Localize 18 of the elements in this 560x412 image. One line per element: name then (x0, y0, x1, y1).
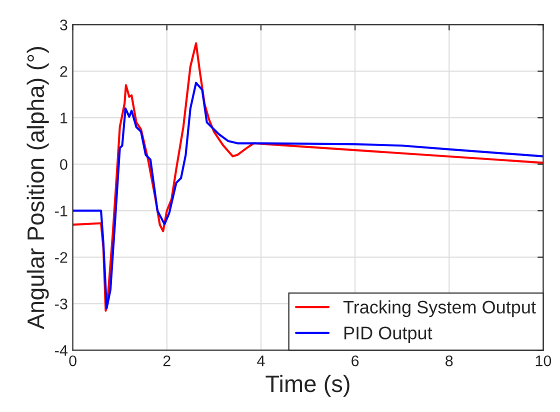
x-tick-label: 8 (446, 355, 453, 366)
y-tick-label: 3 (60, 20, 68, 30)
y-tick-label: -3 (55, 298, 68, 310)
y-axis-title: Angular Position (alpha) (°) (26, 47, 49, 330)
y-tick-label: 2 (60, 66, 68, 77)
x-tick-label: 2 (163, 355, 170, 366)
x-axis-title: Time (s) (266, 374, 350, 397)
legend-label: PID Output (344, 326, 432, 343)
x-tick-label: 4 (257, 356, 265, 366)
y-tick-label: -4 (55, 345, 68, 356)
y-tick-label: -1 (55, 206, 68, 216)
x-tick-label: 10 (536, 355, 552, 366)
x-tick-label: 6 (352, 355, 359, 366)
y-tick-label: 0 (60, 159, 68, 170)
x-tick-label: 0 (69, 355, 76, 366)
y-tick-label: 1 (60, 112, 68, 124)
legend-label: Tracking System Output (343, 300, 536, 318)
y-tick-label: -2 (55, 252, 68, 263)
